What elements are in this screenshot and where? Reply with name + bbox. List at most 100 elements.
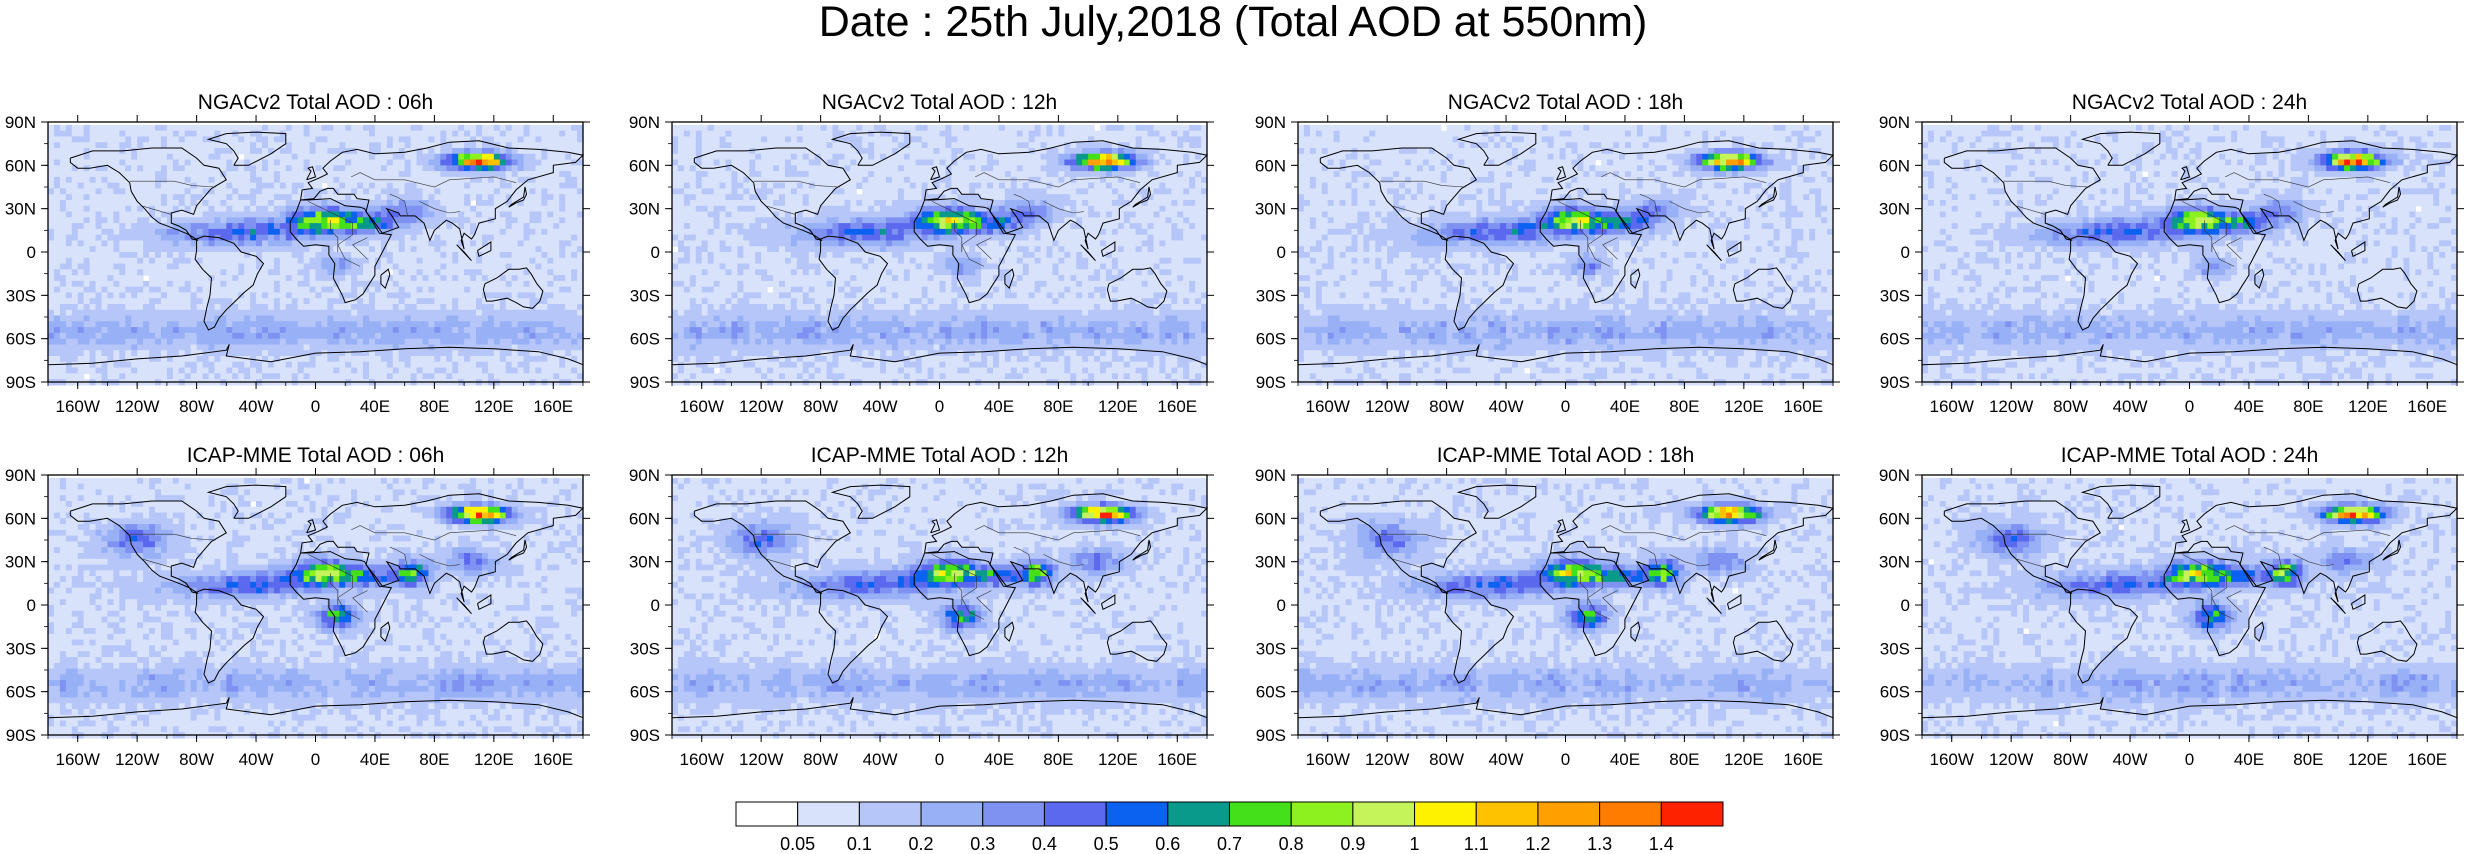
lon-tick-label: 120E bbox=[1724, 397, 1764, 416]
country-borders bbox=[2003, 525, 2391, 620]
map-plot: 90N 60N 30N 0 30S 60S 90S 160W 120W 80W 40W 0 40E 80E… bbox=[1255, 466, 1840, 769]
map-panel-2: NGACv2 Total AOD : 12h 90N 60N 30N 0 30S 60S 90… bbox=[624, 92, 1244, 432]
lon-tick-label: 80E bbox=[1669, 397, 1699, 416]
lat-tick-label: 60N bbox=[1255, 509, 1286, 528]
map-panel-7: ICAP-MME Total AOD : 18h 90N 60N 30N 0 30S 60S… bbox=[1250, 445, 1870, 785]
colorbar-swatch bbox=[858, 801, 922, 827]
lon-tick-label: 160E bbox=[533, 750, 573, 769]
aod-field bbox=[48, 124, 584, 386]
lon-tick-label: 160E bbox=[1783, 397, 1823, 416]
lon-tick-label: 120E bbox=[2348, 397, 2388, 416]
lat-tick-label: 90N bbox=[1879, 113, 1910, 132]
lon-tick-label: 120E bbox=[2348, 750, 2388, 769]
map-plot: 90N 60N 30N 0 30S 60S 90S 160W 120W 80W 40W 0 40E 80E… bbox=[1255, 113, 1840, 416]
lon-tick-label: 160W bbox=[56, 750, 100, 769]
lon-tick-label: 160E bbox=[2407, 397, 2447, 416]
lat-tick-label: 30S bbox=[630, 286, 660, 305]
lon-tick-label: 0 bbox=[935, 397, 944, 416]
lat-tick-label: 0 bbox=[1901, 596, 1910, 615]
lon-tick-label: 40W bbox=[1489, 750, 1524, 769]
lon-tick-label: 160W bbox=[680, 397, 724, 416]
lon-tick-label: 40E bbox=[2234, 397, 2264, 416]
colorbar-label: 0.05 bbox=[780, 834, 815, 854]
figure-title: Date : 25th July,2018 (Total AOD at 550n… bbox=[0, 0, 2466, 44]
lon-tick-label: 120E bbox=[474, 750, 514, 769]
lat-tick-label: 30S bbox=[6, 286, 36, 305]
lat-tick-label: 30N bbox=[629, 200, 660, 219]
panel-title: ICAP-MME Total AOD : 24h bbox=[1922, 445, 2457, 467]
colorbar-swatch bbox=[1043, 801, 1107, 827]
lon-tick-label: 40W bbox=[2113, 397, 2148, 416]
aod-field bbox=[672, 124, 1208, 386]
lat-tick-label: 60S bbox=[630, 330, 660, 349]
lat-tick-label: 90S bbox=[6, 726, 36, 745]
lon-tick-label: 40E bbox=[1610, 750, 1640, 769]
aod-field bbox=[48, 477, 584, 739]
lat-tick-label: 90S bbox=[630, 373, 660, 392]
lat-tick-label: 30S bbox=[630, 639, 660, 658]
panel-title: NGACv2 Total AOD : 06h bbox=[48, 92, 583, 114]
lon-tick-label: 80W bbox=[803, 397, 838, 416]
lon-tick-label: 120W bbox=[1989, 750, 2033, 769]
lon-tick-label: 40W bbox=[239, 750, 274, 769]
lat-tick-label: 90N bbox=[1255, 466, 1286, 485]
lon-tick-label: 120E bbox=[1098, 750, 1138, 769]
lat-tick-label: 60N bbox=[1879, 156, 1910, 175]
lat-tick-label: 90N bbox=[1255, 113, 1286, 132]
lat-tick-label: 90N bbox=[629, 466, 660, 485]
map-plot: 90N 60N 30N 0 30S 60S 90S 160W 120W 80W 40W 0 40E 80E… bbox=[1879, 113, 2464, 416]
colorbar-label: 0.1 bbox=[847, 834, 872, 854]
lat-tick-label: 60N bbox=[1255, 156, 1286, 175]
lon-tick-label: 80E bbox=[419, 750, 449, 769]
lat-tick-label: 60S bbox=[1880, 683, 1910, 702]
country-borders bbox=[129, 172, 517, 267]
lon-tick-label: 40E bbox=[984, 750, 1014, 769]
lat-tick-label: 0 bbox=[1901, 243, 1910, 262]
lat-tick-label: 60N bbox=[629, 509, 660, 528]
panel-title: NGACv2 Total AOD : 18h bbox=[1298, 92, 1833, 114]
lat-tick-label: 30N bbox=[1879, 553, 1910, 572]
lon-tick-label: 80E bbox=[1669, 750, 1699, 769]
lon-tick-label: 80W bbox=[803, 750, 838, 769]
country-borders bbox=[129, 525, 517, 620]
country-borders bbox=[753, 525, 1141, 620]
lon-tick-label: 40E bbox=[360, 750, 390, 769]
map-plot: 90N 60N 30N 0 30S 60S 90S 160W 120W 80W 40W 0 40E 80E… bbox=[5, 113, 590, 416]
colorbar-label: 0.9 bbox=[1340, 834, 1365, 854]
coastlines bbox=[1921, 131, 2459, 366]
colorbar-label: 0.7 bbox=[1217, 834, 1242, 854]
map-plot: 90N 60N 30N 0 30S 60S 90S 160W 120W 80W 40W 0 40E 80E… bbox=[629, 113, 1214, 416]
lat-tick-label: 90S bbox=[6, 373, 36, 392]
lon-tick-label: 40E bbox=[360, 397, 390, 416]
lon-tick-label: 120W bbox=[1365, 397, 1409, 416]
colorbar-swatch bbox=[735, 801, 799, 827]
coastlines bbox=[1921, 484, 2459, 719]
coastlines bbox=[671, 484, 1209, 719]
lon-tick-label: 160E bbox=[1157, 397, 1197, 416]
lon-tick-label: 0 bbox=[935, 750, 944, 769]
colorbar-label: 0.4 bbox=[1032, 834, 1057, 854]
lat-tick-label: 60N bbox=[1879, 509, 1910, 528]
lat-tick-label: 90N bbox=[5, 466, 36, 485]
lat-tick-label: 30N bbox=[1255, 200, 1286, 219]
colorbar-label: 1.1 bbox=[1464, 834, 1489, 854]
aod-field bbox=[672, 477, 1208, 739]
colorbar-label: 0.5 bbox=[1094, 834, 1119, 854]
lat-tick-label: 30N bbox=[5, 200, 36, 219]
lat-tick-label: 60N bbox=[5, 509, 36, 528]
lon-tick-label: 80W bbox=[179, 750, 214, 769]
lon-tick-label: 80E bbox=[1043, 750, 1073, 769]
lat-tick-label: 0 bbox=[27, 243, 36, 262]
lat-tick-label: 90S bbox=[1880, 373, 1910, 392]
colorbar-label: 0.6 bbox=[1155, 834, 1180, 854]
lon-tick-label: 80W bbox=[179, 397, 214, 416]
aod-field bbox=[1298, 477, 1834, 739]
country-borders bbox=[753, 172, 1141, 267]
lon-tick-label: 160E bbox=[1783, 750, 1823, 769]
lon-tick-label: 0 bbox=[1561, 750, 1570, 769]
lon-tick-label: 120W bbox=[739, 397, 783, 416]
coastlines bbox=[1297, 484, 1835, 719]
aod-field bbox=[1922, 477, 2458, 739]
lon-tick-label: 80W bbox=[1429, 750, 1464, 769]
lat-tick-label: 90N bbox=[1879, 466, 1910, 485]
